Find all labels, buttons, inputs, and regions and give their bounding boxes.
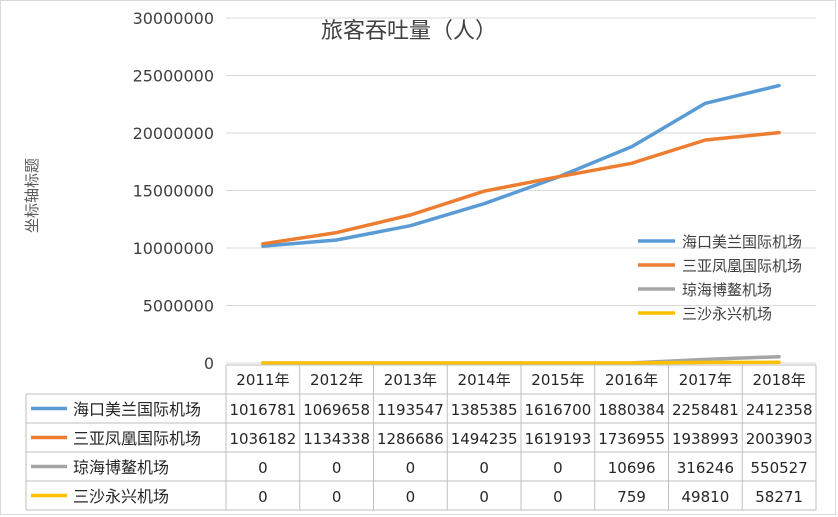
data-label: 1736955 — [598, 430, 665, 448]
data-label: 1385385 — [451, 401, 518, 419]
data-label: 0 — [406, 488, 416, 506]
y-tick-label: 20000000 — [133, 124, 214, 143]
data-label: 58271 — [755, 488, 803, 506]
y-tick-label: 25000000 — [133, 67, 214, 86]
data-label: 1036182 — [229, 430, 296, 448]
x-tick-label: 2018年 — [753, 371, 806, 389]
legend-label: 三沙永兴机场 — [682, 305, 772, 323]
data-label: 1069658 — [303, 401, 370, 419]
data-label: 1016781 — [229, 401, 296, 419]
data-label: 10696 — [608, 459, 656, 477]
data-label: 1880384 — [598, 401, 665, 419]
y-tick-label: 0 — [204, 354, 214, 373]
chart-title: 旅客吞吐量（人） — [321, 19, 497, 44]
legend-label: 三亚凤凰国际机场 — [682, 257, 802, 275]
data-label: 0 — [332, 488, 342, 506]
data-label: 1494235 — [451, 430, 518, 448]
y-axis-ticks: 0 5000000 10000000 15000000 20000000 25000000… — [133, 9, 214, 373]
data-label: 1134338 — [303, 430, 370, 448]
data-label: 1286686 — [377, 430, 444, 448]
x-tick-label: 2014年 — [458, 371, 511, 389]
x-tick-label: 2015年 — [531, 371, 584, 389]
x-tick-label: 2017年 — [679, 371, 732, 389]
table-series-name: 琼海博鳌机场 — [73, 458, 169, 477]
data-label: 0 — [258, 488, 268, 506]
data-label: 0 — [332, 459, 342, 477]
data-label: 759 — [617, 488, 646, 506]
series-line-4 — [261, 360, 781, 365]
data-label: 0 — [553, 459, 563, 477]
data-label: 316246 — [677, 459, 734, 477]
data-label: 550527 — [750, 459, 807, 477]
legend-label: 琼海博鳌机场 — [682, 281, 772, 299]
y-tick-label: 30000000 — [133, 9, 214, 28]
data-label: 1193547 — [377, 401, 444, 419]
data-label: 2258481 — [672, 401, 739, 419]
data-table: 2011年 2012年 2013年 2014年 2015年 2016年 2017年 2018年… — [25, 364, 817, 511]
data-label: 0 — [406, 459, 416, 477]
data-label: 0 — [479, 459, 489, 477]
x-tick-label: 2013年 — [384, 371, 437, 389]
x-tick-label: 2012年 — [310, 371, 363, 389]
x-tick-label: 2011年 — [236, 371, 289, 389]
data-label: 1938993 — [672, 430, 739, 448]
y-tick-label: 10000000 — [133, 239, 214, 258]
series-line-1 — [261, 83, 781, 248]
y-tick-label: 15000000 — [133, 182, 214, 201]
table-series-name: 三沙永兴机场 — [73, 487, 169, 506]
data-label: 1619193 — [524, 430, 591, 448]
gridlines — [226, 17, 816, 364]
table-series-name: 海口美兰国际机场 — [73, 400, 201, 419]
data-label: 2412358 — [746, 401, 813, 419]
y-tick-label: 5000000 — [143, 297, 214, 316]
series-lines — [261, 83, 781, 365]
data-label: 0 — [258, 459, 268, 477]
y-axis-title: 坐标轴标题 — [23, 158, 41, 233]
series-line-2 — [261, 130, 781, 246]
legend-label: 海口美兰国际机场 — [682, 233, 802, 251]
data-label: 0 — [479, 488, 489, 506]
data-label: 1616700 — [524, 401, 591, 419]
x-tick-label: 2016年 — [605, 371, 658, 389]
data-label: 49810 — [682, 488, 730, 506]
data-label: 2003903 — [746, 430, 813, 448]
table-series-name: 三亚凤凰国际机场 — [73, 429, 201, 448]
data-label: 0 — [553, 488, 563, 506]
